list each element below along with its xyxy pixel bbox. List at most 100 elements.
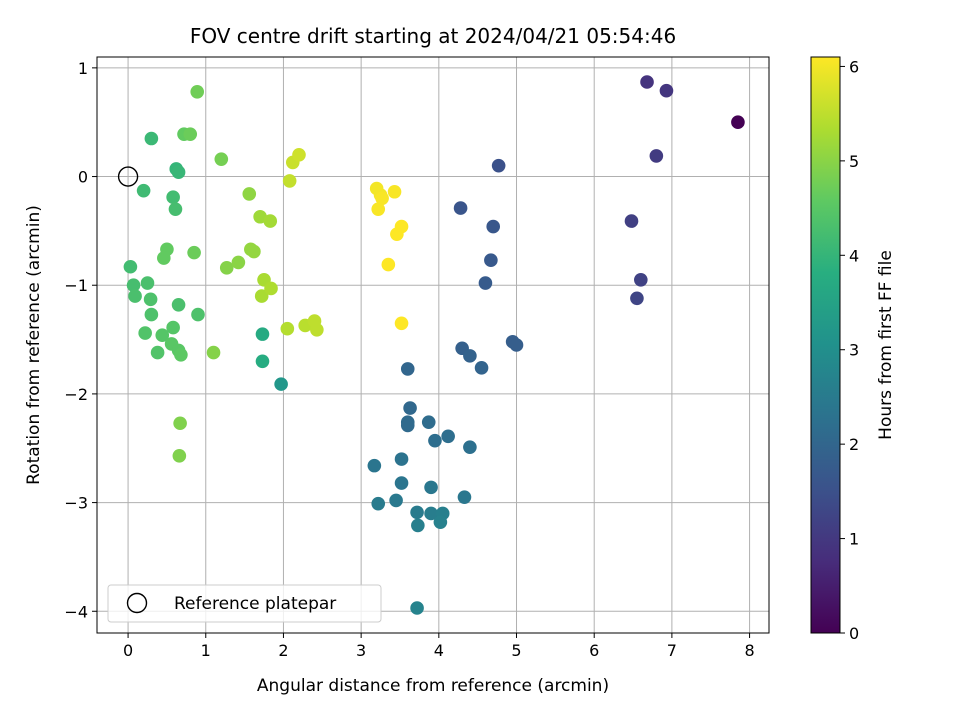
scatter-point <box>255 327 270 341</box>
scatter-point <box>183 127 198 141</box>
legend-box <box>107 584 382 623</box>
scatter-point <box>410 505 424 520</box>
colorbar: 0 1 2 3 4 5 6 Hours from first FF file <box>810 56 896 643</box>
scatter-point <box>166 190 180 204</box>
colorbar-tick-label: 5 <box>849 152 859 171</box>
scatter-point <box>400 362 415 376</box>
scatter-point <box>214 152 229 166</box>
legend-reference-marker <box>126 592 148 614</box>
colorbar-tick-label: 4 <box>849 246 859 265</box>
scatter-point <box>509 338 524 352</box>
scatter-point <box>174 347 188 362</box>
scatter-point <box>484 253 498 268</box>
scatter-point <box>486 219 501 234</box>
colorbar-tick-label: 2 <box>849 435 859 454</box>
scatter-point <box>173 416 187 431</box>
scatter-point <box>126 278 141 293</box>
scatter-point <box>649 149 664 163</box>
scatter-point <box>424 506 438 521</box>
y-tick-label: −3 <box>64 494 88 513</box>
scatter-point <box>144 307 159 322</box>
scatter-point <box>659 83 674 98</box>
scatter-point <box>138 326 152 340</box>
colorbar-gradient <box>811 57 840 633</box>
chart-title: FOV centre drift starting at 2024/04/21 … <box>190 24 676 48</box>
scatter-point <box>428 433 442 448</box>
scatter-point <box>171 165 186 179</box>
scatter-point <box>410 601 424 615</box>
scatter-point <box>390 227 404 241</box>
x-tick-label: 4 <box>434 641 444 660</box>
scatter-point <box>441 429 455 444</box>
scatter-point <box>389 493 403 508</box>
scatter-point <box>394 476 409 490</box>
scatter-point <box>634 272 648 287</box>
scatter-point <box>155 328 170 343</box>
scatter-point <box>381 257 396 272</box>
scatter-point <box>624 214 639 228</box>
x-tick-label: 7 <box>667 641 677 660</box>
y-tick-label: −2 <box>64 385 88 404</box>
x-tick-label: 0 <box>123 641 133 660</box>
scatter-point <box>394 452 409 466</box>
plot-area: 0 1 2 3 4 5 6 7 8 1 0 −1 −2 −3 −4 Reference platepar <box>64 56 770 660</box>
y-axis-title: Rotation from reference (arcmin) <box>24 205 44 485</box>
legend: Reference platepar <box>107 584 382 623</box>
y-tick-label: 1 <box>78 59 88 78</box>
colorbar-tick-label: 3 <box>849 341 859 360</box>
scatter-point <box>168 202 183 216</box>
reference-marker <box>117 166 139 187</box>
scatter-point <box>191 307 205 322</box>
plot-frame <box>96 56 770 634</box>
x-tick-label: 2 <box>278 641 288 660</box>
scatter-point <box>157 251 171 265</box>
scatter-point <box>375 191 389 206</box>
plot-background <box>97 57 769 633</box>
scatter-point <box>282 174 297 188</box>
scatter-point <box>123 259 138 274</box>
scatter-point <box>474 361 489 375</box>
y-tick-label: 0 <box>78 168 88 187</box>
scatter-point <box>463 349 477 363</box>
x-tick-label: 6 <box>589 641 599 660</box>
scatter-point <box>394 316 409 331</box>
scatter-point <box>150 345 165 360</box>
x-tick-label: 1 <box>201 641 211 660</box>
scatter-point <box>263 214 278 228</box>
colorbar-label: Hours from first FF file <box>876 250 896 440</box>
scatter-point <box>411 518 425 533</box>
x-axis-ticks: 0 1 2 3 4 5 6 7 8 <box>123 633 755 660</box>
colorbar-tick-label: 1 <box>849 530 859 549</box>
scatter-point <box>274 377 288 391</box>
scatter-point <box>219 261 234 275</box>
scatter-point <box>424 480 438 495</box>
scatter-point <box>403 401 417 415</box>
data-points <box>123 75 745 615</box>
scatter-point <box>433 515 448 529</box>
scatter-point <box>144 131 159 146</box>
scatter-point <box>371 496 386 511</box>
scatter-point <box>171 297 186 312</box>
scatter-point <box>172 449 187 463</box>
scatter-point <box>367 458 382 473</box>
colorbar-tick-label: 6 <box>849 57 859 76</box>
scatter-point <box>255 354 270 369</box>
scatter-point <box>280 321 295 336</box>
scatter-point <box>457 490 472 504</box>
scatter-point <box>264 281 278 296</box>
scatter-point <box>247 244 261 259</box>
scatter-point <box>421 415 436 429</box>
scatter-point <box>254 289 269 303</box>
scatter-point <box>143 292 158 307</box>
scatter-point <box>166 320 180 335</box>
legend-label: Reference platepar <box>174 594 336 614</box>
y-tick-label: −1 <box>64 276 88 295</box>
scatter-point <box>731 115 745 130</box>
y-tick-label: −4 <box>64 602 88 621</box>
y-axis-ticks: 1 0 −1 −2 −3 −4 <box>64 59 97 621</box>
scatter-point <box>630 291 644 306</box>
scatter-point <box>140 276 155 290</box>
scatter-point <box>242 187 257 201</box>
x-tick-label: 5 <box>511 641 521 660</box>
